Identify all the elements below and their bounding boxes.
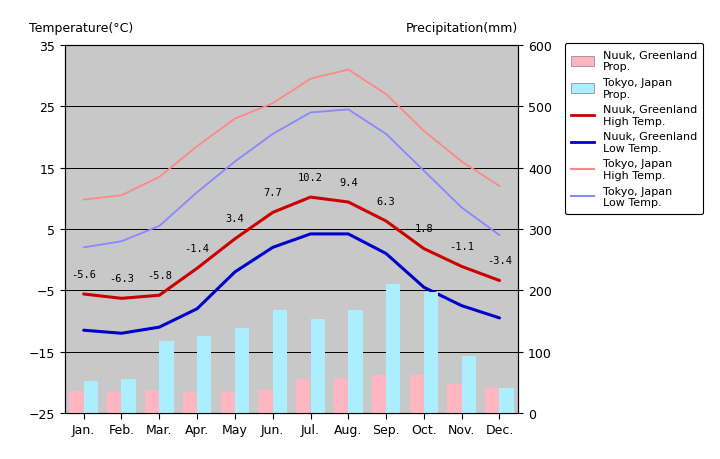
Bar — [273, 310, 287, 413]
Bar — [424, 292, 438, 413]
Bar — [310, 319, 325, 413]
Bar — [485, 389, 500, 413]
Text: 10.2: 10.2 — [298, 173, 323, 182]
Bar — [197, 336, 212, 413]
Text: -6.3: -6.3 — [109, 274, 134, 283]
Text: -1.1: -1.1 — [449, 241, 474, 252]
Text: -3.4: -3.4 — [487, 256, 512, 266]
Legend: Nuuk, Greenland
Prop., Tokyo, Japan
Prop., Nuuk, Greenland
High Temp., Nuuk, Gre: Nuuk, Greenland Prop., Tokyo, Japan Prop… — [564, 44, 703, 214]
Bar — [348, 310, 363, 413]
Bar — [145, 390, 159, 413]
Bar — [220, 392, 235, 413]
Bar — [296, 380, 310, 413]
Bar — [372, 375, 386, 413]
Text: -1.4: -1.4 — [184, 243, 210, 253]
Bar — [235, 329, 249, 413]
Text: 6.3: 6.3 — [377, 196, 395, 206]
Bar — [69, 391, 84, 413]
Text: -5.8: -5.8 — [147, 270, 172, 280]
Bar — [159, 341, 174, 413]
Text: Precipitation(mm): Precipitation(mm) — [406, 22, 518, 35]
Text: -5.6: -5.6 — [71, 269, 96, 279]
Bar — [462, 356, 476, 413]
Bar — [84, 381, 98, 413]
Bar — [447, 384, 462, 413]
Bar — [500, 389, 514, 413]
Bar — [107, 392, 122, 413]
Bar — [183, 392, 197, 413]
Bar — [386, 285, 400, 413]
Bar — [334, 378, 348, 413]
Text: 1.8: 1.8 — [415, 224, 433, 234]
Text: 3.4: 3.4 — [225, 214, 244, 224]
Text: 7.7: 7.7 — [264, 188, 282, 198]
Text: 9.4: 9.4 — [339, 177, 358, 187]
Bar — [410, 375, 424, 413]
Bar — [122, 379, 136, 413]
Bar — [258, 390, 273, 413]
Text: Temperature(°C): Temperature(°C) — [29, 22, 132, 35]
